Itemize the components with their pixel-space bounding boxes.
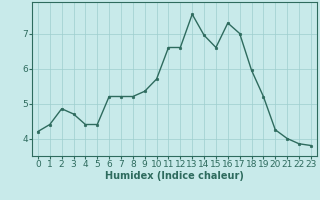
X-axis label: Humidex (Indice chaleur): Humidex (Indice chaleur) [105,171,244,181]
